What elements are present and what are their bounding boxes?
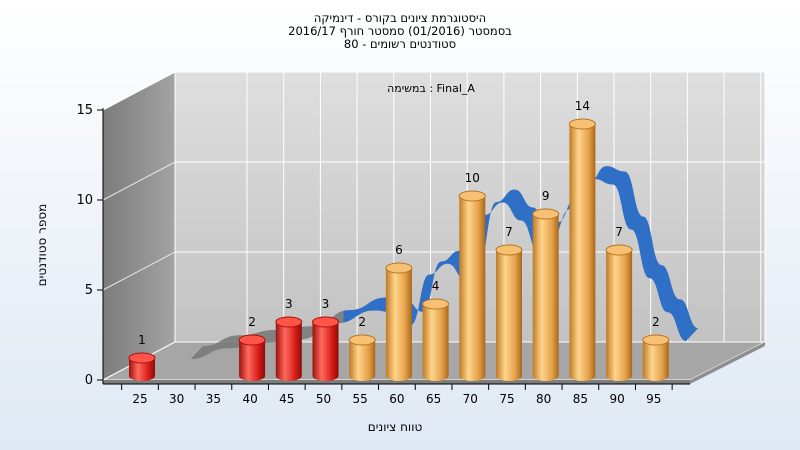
y-tick-label: 15 — [76, 103, 93, 118]
title-line-2: בסמסטר (01/2016) סמסטר חורף 2016/17 — [288, 24, 512, 38]
bar-cap — [495, 244, 523, 256]
data-label: 6 — [395, 243, 403, 257]
bar-body — [422, 304, 449, 382]
x-tick-label: 65 — [426, 392, 441, 406]
data-label: 2 — [358, 315, 366, 329]
bar-body — [385, 268, 412, 382]
gridline-side — [102, 251, 176, 291]
trend-ribbon — [190, 166, 699, 360]
bar — [568, 118, 596, 382]
bar-cap — [605, 244, 633, 256]
data-label: 7 — [505, 225, 513, 239]
x-tick-label: 80 — [536, 392, 551, 406]
x-tick-label: 90 — [609, 392, 624, 406]
bar — [642, 334, 670, 382]
bar — [238, 334, 266, 382]
floor-right-edge — [690, 342, 765, 384]
bar — [458, 190, 486, 382]
x-tick-label: 60 — [389, 392, 404, 406]
bar — [495, 244, 523, 381]
data-label: 3 — [322, 297, 330, 311]
data-label: 1 — [138, 333, 146, 347]
trend-ribbon-low — [190, 310, 344, 360]
bar-body — [312, 322, 339, 382]
data-label: 9 — [542, 189, 550, 203]
bar-cap — [238, 334, 266, 346]
bar — [532, 208, 560, 382]
x-tick-label: 35 — [206, 392, 221, 406]
x-tick-label: 45 — [279, 392, 294, 406]
bar-cap — [458, 190, 486, 202]
chart-title: היסטוגרמת ציונים בקורס - דינמיקה בסמסטר … — [288, 11, 512, 51]
x-tick-label: 85 — [573, 392, 588, 406]
x-tick-label: 25 — [132, 392, 147, 406]
bar — [275, 316, 303, 382]
data-label: 2 — [652, 315, 660, 329]
y-tick-label: 10 — [76, 193, 93, 208]
y-tick-label: 5 — [85, 283, 93, 298]
axes: 0 5 10 15 25 30 35 40 45 50 55 60 65 70 75 80 85 90 95 — [76, 103, 690, 406]
bar-cap — [532, 208, 560, 220]
x-tick-label: 75 — [499, 392, 514, 406]
x-tick-label: 70 — [463, 392, 478, 406]
bar-body — [569, 124, 596, 382]
y-axis-label: מספר סטודנטים — [35, 204, 49, 287]
x-axis-label: טווח ציונים — [368, 420, 423, 434]
x-tick-label: 30 — [169, 392, 184, 406]
bar-cap — [568, 118, 596, 130]
data-label: 4 — [432, 279, 440, 293]
bar-body — [239, 340, 266, 382]
x-tick-label: 40 — [242, 392, 257, 406]
data-label: 2 — [248, 315, 256, 329]
bar — [348, 334, 376, 382]
chart-annotation: במשימה : Final_A — [387, 82, 475, 95]
bar-body — [349, 340, 376, 382]
x-tick-label: 50 — [316, 392, 331, 406]
data-label: 3 — [285, 297, 293, 311]
bar-cap — [312, 316, 339, 328]
bar — [128, 352, 156, 381]
bar-cap — [128, 352, 156, 364]
y-tick-label: 0 — [85, 373, 93, 388]
bar-cap — [422, 298, 450, 310]
x-tick-label: 95 — [646, 392, 661, 406]
bar-cap — [642, 334, 670, 346]
bar-body — [496, 250, 522, 381]
bar — [312, 316, 339, 382]
bar — [422, 298, 450, 382]
bar-body — [275, 322, 302, 382]
trend-ribbon-main — [343, 166, 699, 342]
floor-front-edge — [103, 380, 690, 384]
data-label: 14 — [575, 99, 590, 113]
bar-body — [532, 214, 559, 382]
bar-cap — [275, 316, 303, 328]
gridline-side — [102, 161, 176, 201]
title-line-1: היסטוגרמת ציונים בקורס - דינמיקה — [314, 11, 486, 25]
bar-body — [642, 340, 669, 382]
bar-cap — [348, 334, 376, 346]
bar-body — [606, 250, 633, 382]
bar — [605, 244, 633, 382]
bar-body — [129, 358, 155, 381]
x-tick-label: 55 — [353, 392, 368, 406]
title-line-3: סטודנטים רשומים - 80 — [344, 37, 456, 51]
bar-body — [459, 196, 486, 382]
data-label: 7 — [615, 225, 623, 239]
bar — [385, 262, 413, 382]
bar-cap — [385, 262, 413, 274]
data-labels: 1 2 3 3 2 6 4 10 7 9 14 7 2 — [138, 99, 659, 347]
data-label: 10 — [465, 171, 480, 185]
bars — [128, 118, 670, 382]
